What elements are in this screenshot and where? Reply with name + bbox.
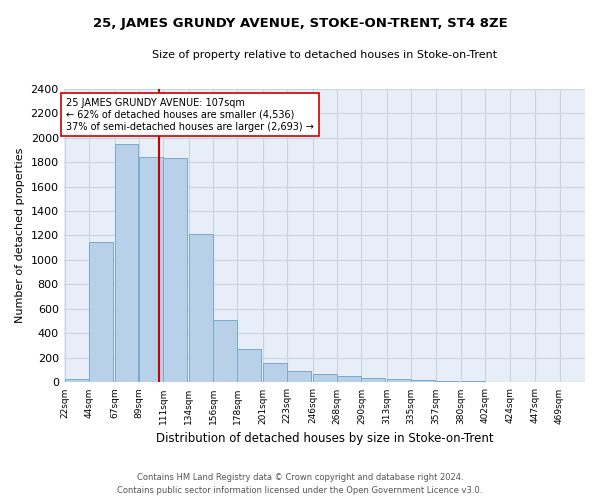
Bar <box>139 157 163 382</box>
Bar <box>189 234 212 382</box>
Bar <box>115 144 139 382</box>
Text: 25, JAMES GRUNDY AVENUE, STOKE-ON-TRENT, ST4 8ZE: 25, JAMES GRUNDY AVENUE, STOKE-ON-TRENT,… <box>92 18 508 30</box>
Text: 25 JAMES GRUNDY AVENUE: 107sqm
← 62% of detached houses are smaller (4,536)
37% : 25 JAMES GRUNDY AVENUE: 107sqm ← 62% of … <box>66 98 314 132</box>
Bar <box>287 371 311 382</box>
Bar <box>65 379 89 382</box>
Bar <box>411 380 435 382</box>
Bar <box>337 376 361 382</box>
Bar <box>213 320 237 382</box>
Bar <box>163 158 187 382</box>
Bar <box>313 374 337 382</box>
Text: Contains HM Land Registry data © Crown copyright and database right 2024.
Contai: Contains HM Land Registry data © Crown c… <box>118 474 482 495</box>
Bar <box>238 349 261 382</box>
X-axis label: Distribution of detached houses by size in Stoke-on-Trent: Distribution of detached houses by size … <box>155 432 493 445</box>
Bar <box>436 381 460 382</box>
Bar <box>387 379 410 382</box>
Bar <box>89 242 113 382</box>
Bar <box>361 378 385 382</box>
Y-axis label: Number of detached properties: Number of detached properties <box>15 148 25 323</box>
Title: Size of property relative to detached houses in Stoke-on-Trent: Size of property relative to detached ho… <box>152 50 497 60</box>
Bar <box>263 363 287 382</box>
